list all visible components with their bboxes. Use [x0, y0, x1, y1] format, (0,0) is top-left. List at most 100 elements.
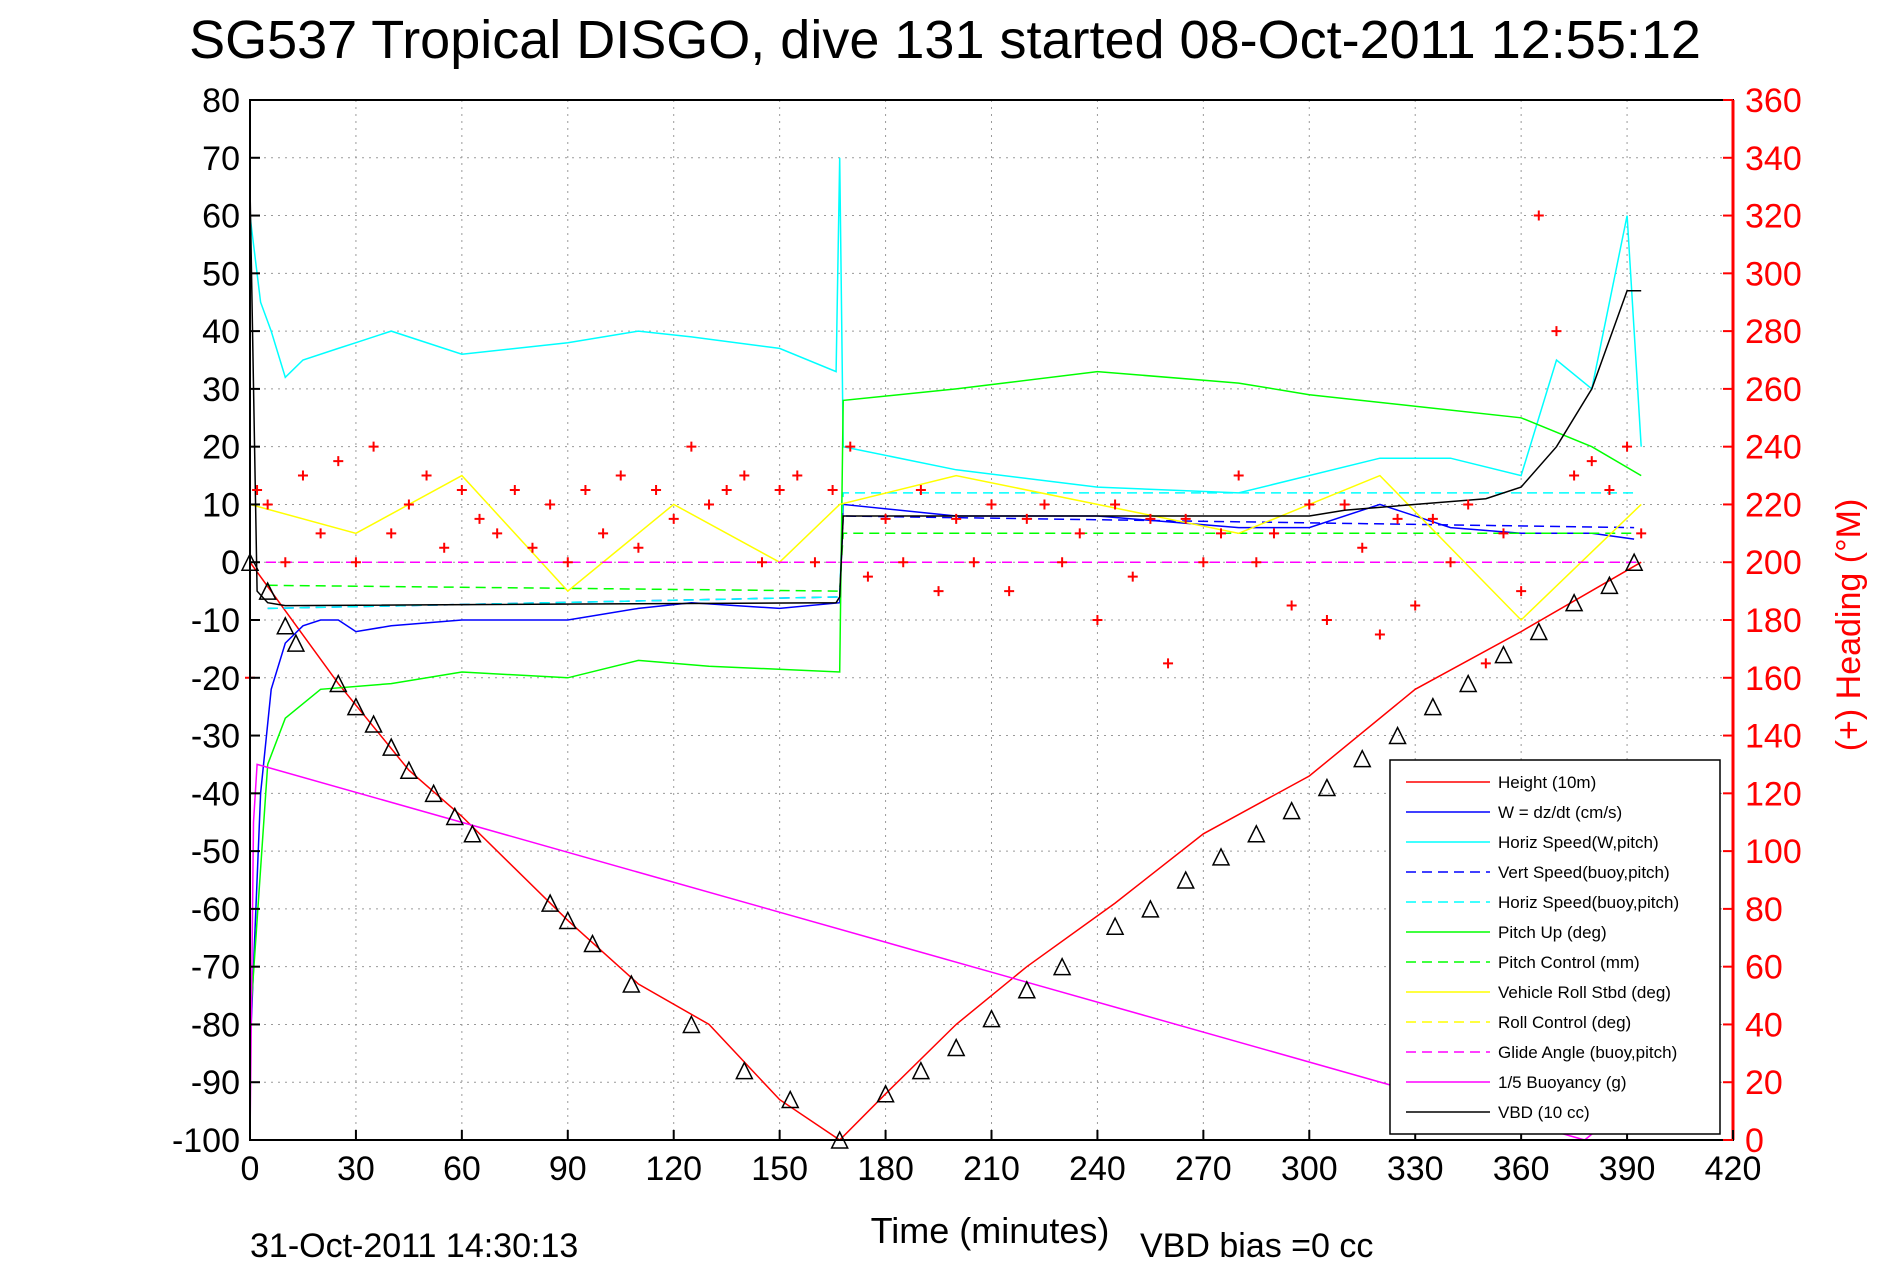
heading-point [615, 470, 626, 481]
dive-marker [463, 824, 482, 843]
y-right-tick-label: 120 [1745, 775, 1802, 813]
x-tick-label: 300 [1281, 1150, 1338, 1188]
legend-box [1389, 759, 1721, 1135]
x-tick-label: 240 [1069, 1150, 1126, 1188]
x-axis: 0 30 60 90 120 150 180 210 240 270 300 330 360 390 420 [241, 1130, 1761, 1188]
heading-point [580, 485, 591, 495]
heading-point [1180, 513, 1191, 524]
dive-marker [1353, 748, 1372, 768]
y-right-tick-label: 100 [1745, 833, 1802, 871]
x-tick-label: 330 [1387, 1150, 1444, 1188]
heading-point [1533, 210, 1544, 221]
heading-point [1463, 499, 1474, 510]
heading-point [951, 513, 962, 524]
x-axis-label: Time (minutes) [871, 1210, 1110, 1251]
heading-point [1604, 485, 1615, 495]
heading-point [651, 485, 662, 495]
y-right-tick-label: 320 [1745, 198, 1802, 236]
dive-marker [735, 1060, 754, 1080]
y-tick-label: 70 [202, 140, 240, 178]
heading-point [1622, 441, 1633, 452]
x-tick-label: 360 [1493, 1150, 1550, 1188]
dive-marker [540, 893, 560, 912]
y-axis-right: 0 20 40 60 80 100 120 140 160 180 200 220 240 260 280 3… [1723, 82, 1802, 1160]
heading-point [898, 557, 909, 568]
dive-marker [1211, 847, 1231, 866]
heading-point [280, 557, 291, 568]
series-line-horiz-speed-w-pitch [249, 157, 1642, 494]
heading-point [1357, 542, 1368, 553]
dive-marker [583, 933, 602, 953]
y-right-tick-label: 20 [1745, 1064, 1783, 1102]
legend-entry: Vert Speed(buoy,pitch) [1498, 863, 1670, 882]
series-line-pitch-up-deg [249, 370, 1642, 1025]
heading-point [721, 485, 732, 495]
dive-marker [1141, 899, 1160, 918]
y-tick-label: 0 [221, 544, 240, 582]
y-tick-label: 50 [202, 255, 240, 293]
heading-point [509, 485, 520, 495]
heading-point [933, 586, 944, 597]
heading-point [368, 441, 379, 452]
y-tick-label: -50 [191, 833, 240, 871]
series-line-w-dz-dt-cm-s [249, 503, 1635, 1054]
y-axis-right-label: (+) Heading (°M) [1830, 499, 1868, 752]
legend-entry: Vehicle Roll Stbd (deg) [1498, 983, 1671, 1002]
y-tick-label: -30 [191, 718, 240, 756]
heading-point [1480, 658, 1491, 669]
heading-point [739, 470, 750, 481]
heading-point [862, 571, 873, 582]
dive-marker [1624, 552, 1644, 571]
heading-point [545, 499, 556, 510]
legend-entry: Horiz Speed(W,pitch) [1498, 833, 1659, 852]
heading-point [598, 528, 609, 539]
heading-point [474, 513, 485, 524]
dive-marker [1494, 644, 1513, 664]
y-tick-label: -10 [191, 602, 240, 640]
heading-point [1233, 470, 1244, 481]
heading-point [756, 557, 767, 568]
x-tick-label: 390 [1599, 1150, 1656, 1188]
heading-point [1551, 326, 1562, 337]
dive-marker [1529, 621, 1549, 641]
legend-entry: Pitch Up (deg) [1498, 923, 1607, 942]
dive-marker [682, 1014, 701, 1034]
heading-point [686, 441, 697, 452]
y-right-tick-label: 360 [1745, 82, 1802, 120]
legend-entry: W = dz/dt (cm/s) [1498, 803, 1622, 822]
dive-marker [1388, 725, 1407, 745]
legend-entry: 1/5 Buoyancy (g) [1498, 1073, 1627, 1092]
y-tick-label: 60 [202, 198, 240, 236]
legend-entry: Glide Angle (buoy,pitch) [1498, 1043, 1677, 1062]
series-layer [249, 157, 1642, 1141]
y-right-tick-label: 340 [1745, 140, 1802, 178]
y-tick-label: 80 [202, 82, 240, 120]
chart-title: SG537 Tropical DISGO, dive 131 started 0… [189, 10, 1701, 70]
y-tick-label: -80 [191, 1006, 240, 1044]
dive-marker [424, 783, 443, 803]
heading-point [1039, 499, 1050, 510]
heading-point [809, 557, 820, 568]
dive-marker [276, 616, 295, 635]
dive-marker [1176, 870, 1195, 889]
heading-point [403, 499, 414, 510]
series-line-1-5-buoyancy-g [249, 763, 1600, 1141]
heading-point [252, 485, 263, 495]
y-right-tick-label: 260 [1745, 371, 1802, 409]
series-line-vehicle-roll-stbd-deg [249, 474, 1642, 622]
dive-marker [876, 1084, 895, 1103]
y-axis-left: -100-90-80-70-60-50-40-30-20-10010203040… [172, 82, 260, 1160]
heading-point [880, 513, 891, 524]
dive-marker [329, 673, 348, 693]
footer-vbd-bias: VBD bias =0 cc [1140, 1227, 1373, 1262]
dive-marker [1105, 916, 1125, 935]
y-right-tick-label: 0 [1745, 1122, 1764, 1160]
y-right-tick-label: 140 [1745, 718, 1802, 756]
dive-marker [558, 910, 577, 930]
series-line-height-10m [249, 561, 1642, 1141]
heading-point [1004, 586, 1015, 597]
y-tick-label: 20 [202, 429, 240, 467]
footer-timestamp: 31-Oct-2011 14:30:13 [250, 1227, 578, 1262]
dive-marker [1564, 592, 1584, 612]
